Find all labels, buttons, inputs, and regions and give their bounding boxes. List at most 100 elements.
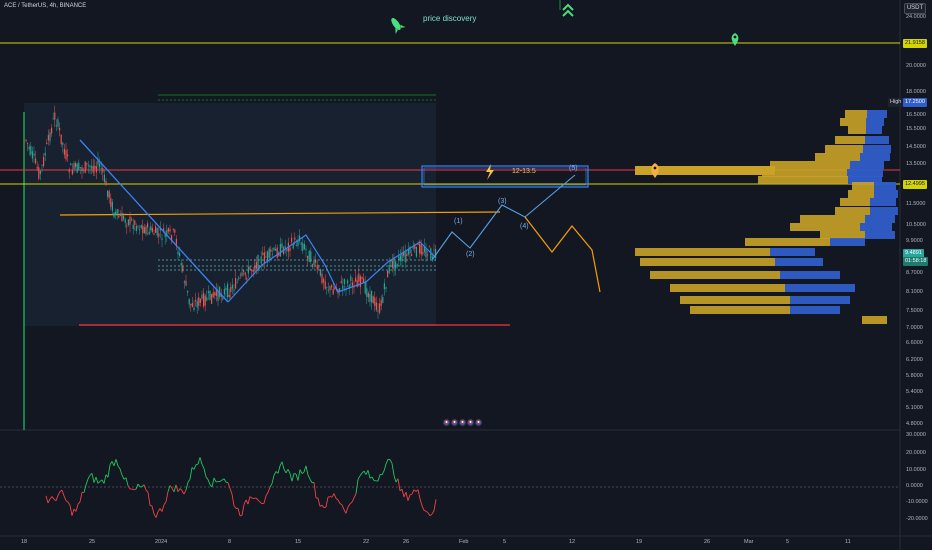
oscillator-line [391,463,395,476]
us-flag-event-icon[interactable] [467,419,474,426]
oscillator-line [93,476,97,483]
candle-body [255,262,257,269]
oscillator-line [359,472,363,477]
candle-body [284,246,286,248]
oscillator-line [237,508,241,517]
candle-body [51,127,53,134]
oscillator-line [317,497,321,507]
oscillator-line [385,459,389,465]
candle-body [262,252,264,255]
candle-body [350,276,352,281]
candle-body [215,288,217,296]
candle-body [161,238,163,240]
oscillator-line [405,492,409,501]
candle-body [273,247,275,251]
oscillator-line [417,489,421,499]
candle-body [374,297,376,306]
candle-body [201,294,203,299]
candle-body [143,227,145,234]
candle-body [364,281,366,294]
us-flag-event-icon[interactable] [459,419,466,426]
candle-body [71,170,73,175]
chevron [562,3,574,11]
us-flag-event-icon[interactable] [475,419,482,426]
candle-body [110,198,112,207]
candle-body [132,224,134,229]
oscillator-line [307,474,311,480]
us-flag-event-icon[interactable] [443,419,450,426]
price-axis-label: 6.6000 [906,340,923,346]
downtrend-line [79,139,229,303]
time-axis-label: 2024 [155,539,168,545]
candle-body [275,248,277,251]
candle-body [57,119,59,127]
oscillator-line [319,504,323,507]
oscillator-line [75,504,79,512]
resistance-price-badge: 12.4995 [903,180,927,189]
candle-body [270,249,272,252]
candle-body [172,229,174,231]
candle-body [355,277,357,282]
candle-body [379,303,381,313]
oscillator-line [219,479,223,482]
candle-body [145,226,147,235]
candle-body [385,287,387,289]
candle-body [391,260,393,268]
price-discovery-label: price discovery [423,14,477,23]
currency-button[interactable]: USDT [904,3,926,14]
volume-profile-bar [785,284,855,292]
candle-body [276,247,278,258]
candle-body [347,280,349,284]
oscillator-line [343,509,347,514]
candle-body [108,191,110,198]
volume-profile-bar [840,198,870,206]
oscillator-line [321,504,325,508]
volume-profile-bar [835,207,870,215]
volume-profile-bar [690,306,790,314]
candle-body [100,168,102,170]
candle-body [292,244,294,249]
time-axis-label: Mar [744,539,754,545]
price-axis-label: 7.5000 [906,308,923,314]
candle-body [286,249,288,251]
candle-body [123,215,125,220]
symbol-title[interactable]: ACE / TetherUS, 4h, BINANCE [4,3,87,9]
candle-body [268,248,270,258]
candle-body [44,152,46,156]
candle-body [75,162,77,168]
volume-profile-bar [862,316,887,324]
candle-body [207,291,209,293]
volume-profile-bar [815,153,860,161]
volume-profile-bar [874,182,896,190]
candle-body [313,260,315,266]
us-flag-event-icon[interactable] [451,419,458,426]
candle-body [91,166,93,169]
candle-body [246,277,248,280]
candle-body [326,287,328,288]
candle-body [187,290,189,293]
oscillator-line [197,457,201,465]
candle-body [387,270,389,278]
candle-body [179,252,181,256]
candle-body [129,216,131,225]
candle-body [209,290,211,300]
oscillator-line [413,489,417,492]
candle-body [131,219,133,221]
candle-body [73,163,75,170]
oscillator-line [97,481,101,484]
target-zone-box [421,165,589,188]
candle-body [401,252,403,262]
oscillator-line [249,496,253,499]
candle-body [339,288,341,292]
volume-profile-bar [840,118,866,126]
oscillator-line [169,485,173,489]
rocket-icon [391,18,406,34]
candle-body [212,292,214,298]
candle-body [203,292,205,307]
candle-body [343,279,345,285]
candle-body [302,243,304,251]
candle-body [294,237,296,240]
candle-body [119,213,121,217]
